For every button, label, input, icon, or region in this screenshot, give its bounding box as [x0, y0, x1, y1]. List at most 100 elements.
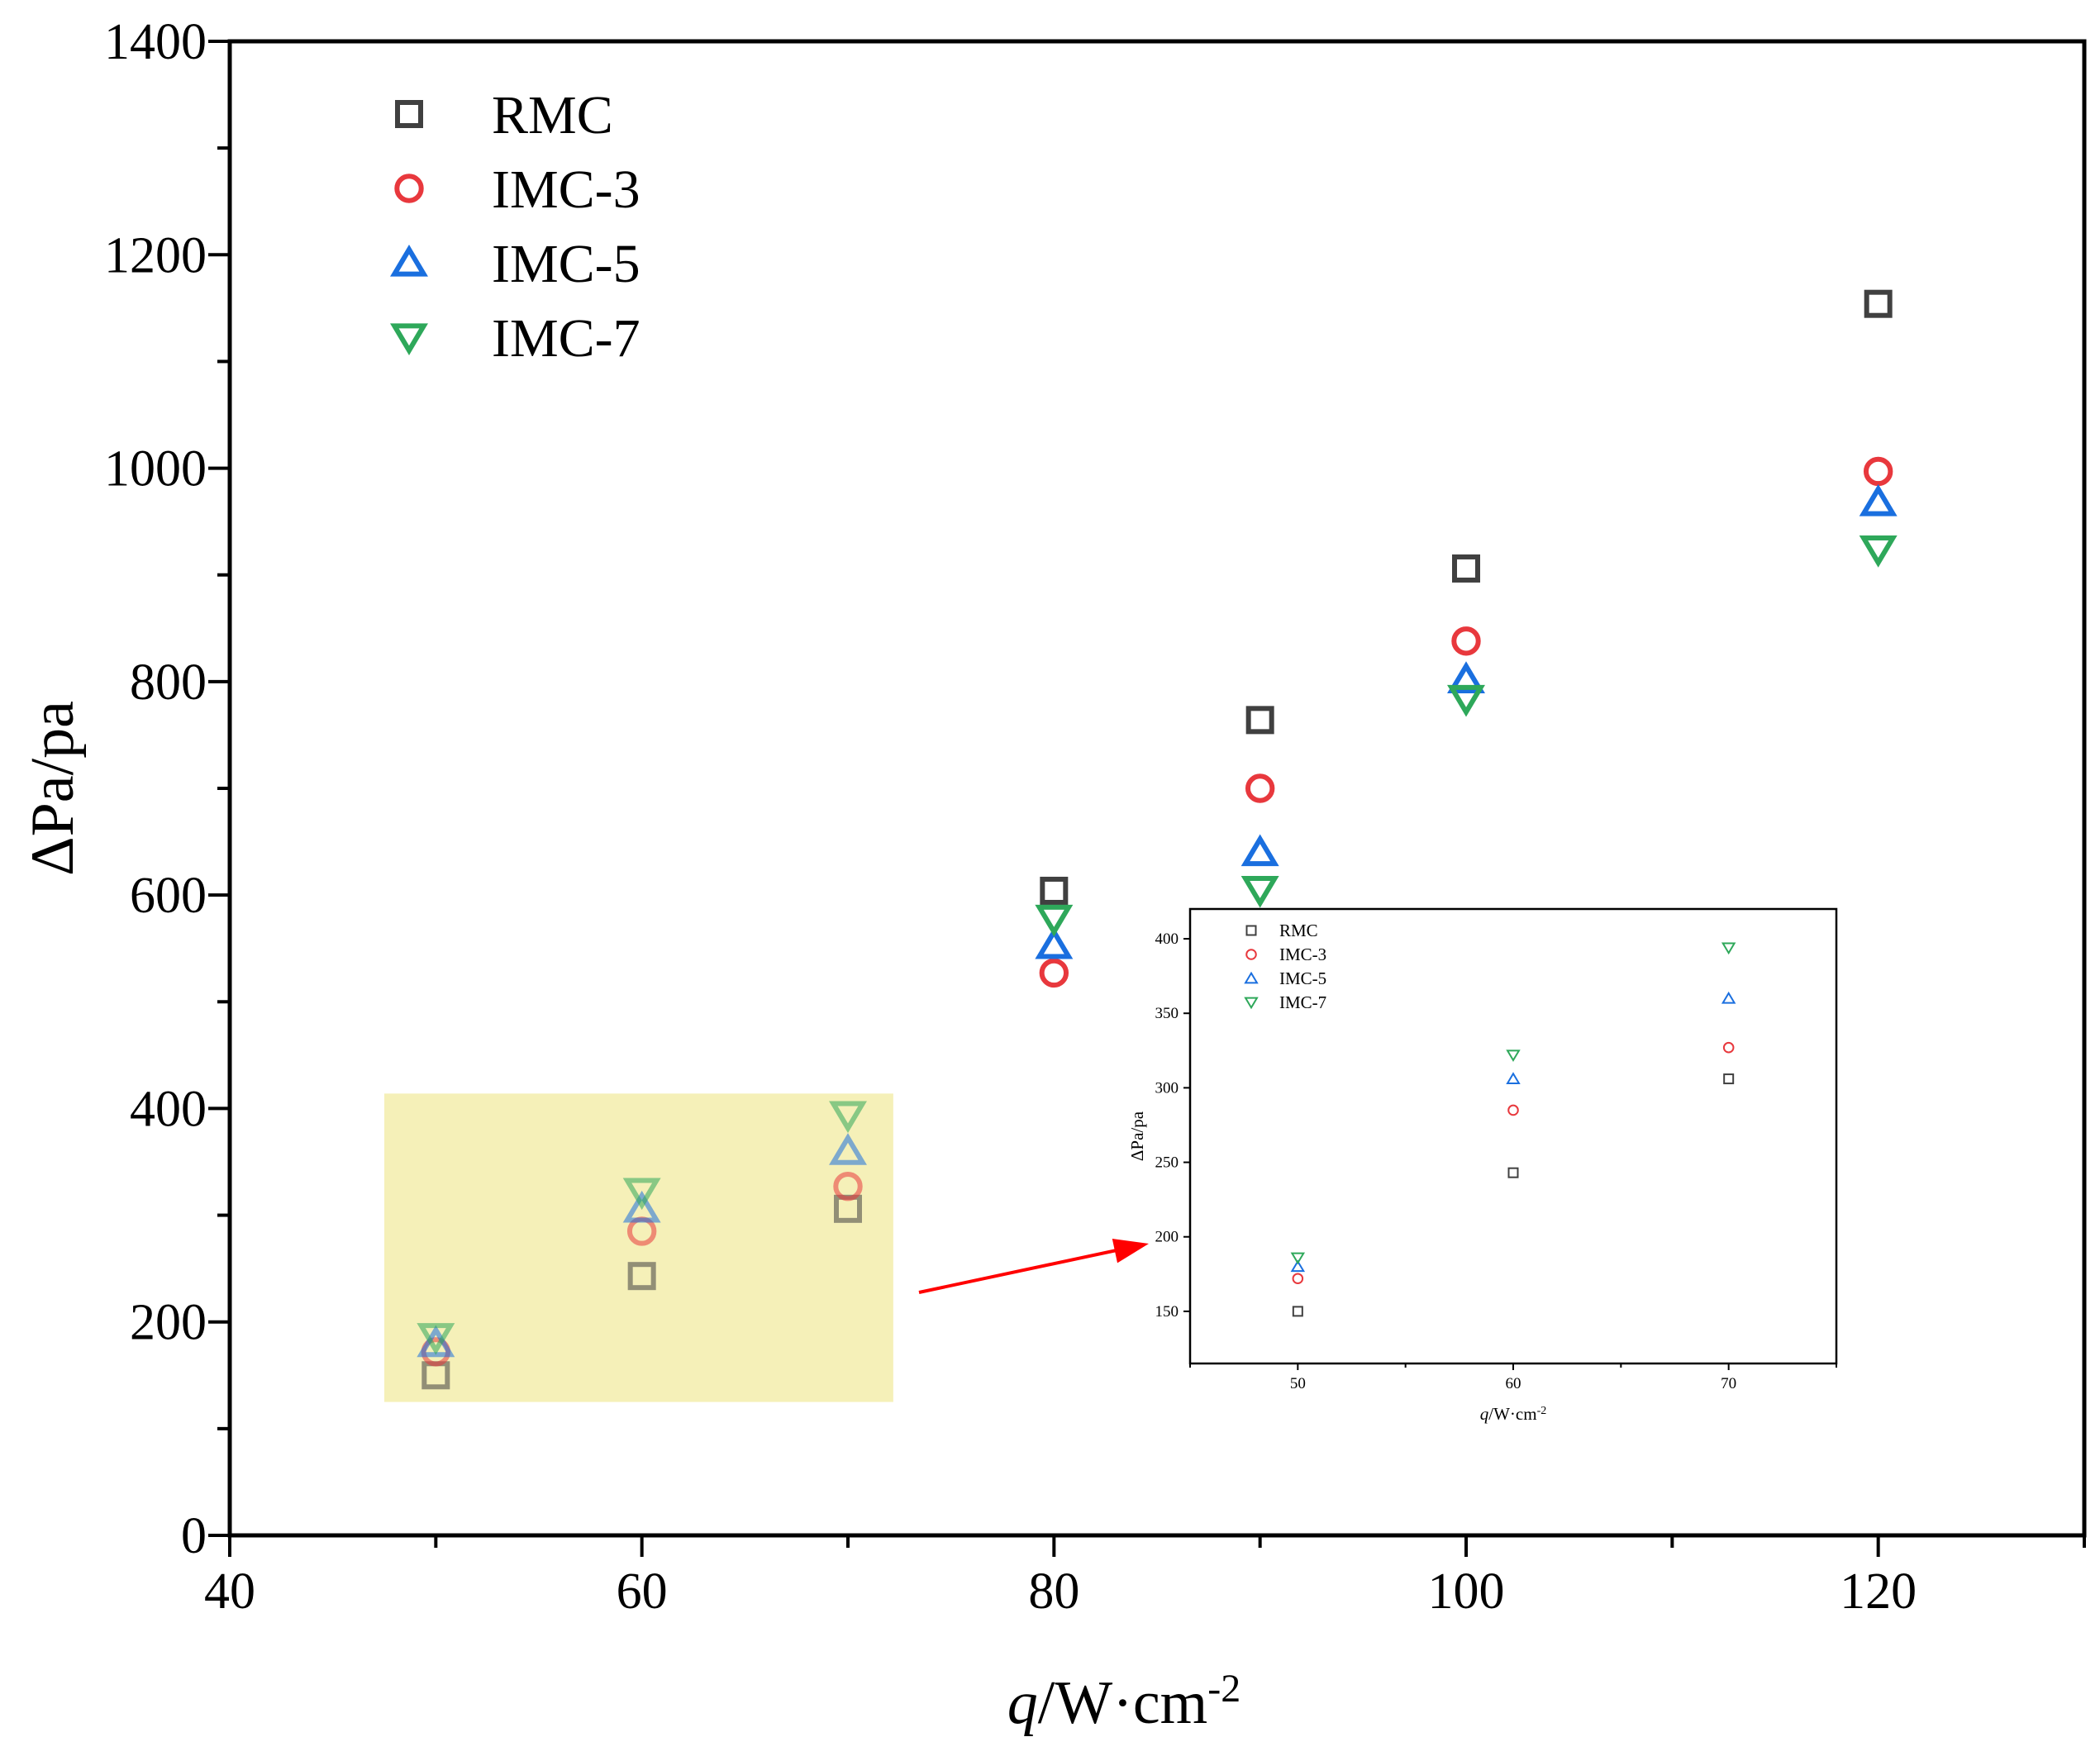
inset-point-imc-3-70 — [1722, 1041, 1735, 1054]
inset-y-tick-label-400: 400 — [1155, 930, 1179, 948]
arrow-shaft — [918, 1245, 1133, 1294]
inset-legend-label-imc-3: IMC-3 — [1279, 945, 1326, 964]
point-rmc-90 — [1245, 706, 1274, 735]
inset-legend-marker-imc-7 — [1244, 997, 1259, 1010]
x-axis-title-symbol: q — [1007, 1669, 1038, 1737]
y-tick-label-1200: 1200 — [104, 227, 207, 283]
point-imc-5-90 — [1240, 834, 1279, 867]
legend-marker-imc-7 — [390, 323, 428, 355]
point-rmc-120 — [1864, 289, 1893, 318]
x-tick-label-40: 40 — [204, 1563, 255, 1620]
inset-legend: RMC IMC-3 IMC-5 IMC-7 — [1244, 921, 1326, 1012]
x-tick-label-80: 80 — [1028, 1563, 1079, 1620]
legend-label-imc-7: IMC-7 — [492, 308, 640, 369]
main-legend: RMC IMC-3 IMC-5 IMC-7 — [390, 85, 640, 369]
y-tick-label-600: 600 — [130, 868, 207, 924]
highlight-box — [384, 1093, 893, 1402]
inset-point-imc-7-70 — [1721, 942, 1736, 955]
inset-y-tick-label-300: 300 — [1155, 1079, 1179, 1097]
inset-x-tick-label-60: 60 — [1506, 1375, 1521, 1392]
inset-point-imc-5-60 — [1506, 1072, 1521, 1084]
inset-y-tick-label-350: 350 — [1155, 1005, 1179, 1022]
inset-y-axis-title: ΔPa/pa — [1127, 1111, 1147, 1161]
inset-point-imc-3-60 — [1507, 1104, 1519, 1116]
inset-legend-marker-rmc — [1245, 925, 1257, 936]
inset-x-tick-label-50: 50 — [1290, 1375, 1306, 1392]
legend-label-imc-5: IMC-5 — [492, 234, 640, 294]
point-rmc-60 — [627, 1262, 656, 1291]
inset-x-axis-title: q/W·cm-2 — [1480, 1404, 1546, 1424]
inset-legend-label-imc-7: IMC-7 — [1279, 992, 1326, 1012]
inset-x-tick-label-70: 70 — [1721, 1375, 1736, 1392]
point-imc-3-80 — [1039, 958, 1069, 988]
point-imc-7-120 — [1859, 535, 1898, 568]
inset-plot-frame — [1188, 907, 1838, 1365]
inset-y-tick-label-150: 150 — [1155, 1303, 1179, 1321]
legend-label-rmc: RMC — [492, 85, 613, 145]
point-imc-3-100 — [1451, 626, 1481, 656]
legend-marker-imc-5 — [390, 245, 428, 277]
x-tick-label-120: 120 — [1840, 1563, 1917, 1620]
x-tick-label-100: 100 — [1428, 1563, 1505, 1620]
point-imc-7-60 — [622, 1178, 661, 1211]
inset-tick-labels: 50 60 70 150 200 250 300 350 400 — [1155, 930, 1737, 1392]
inset-data-points — [1290, 942, 1736, 1317]
inset-background — [1190, 909, 1836, 1363]
point-imc-7-50 — [417, 1323, 455, 1355]
x-axis-title-exponent: -2 — [1207, 1667, 1240, 1711]
point-imc-5-120 — [1859, 483, 1898, 516]
inset-point-imc-3-50 — [1292, 1273, 1304, 1284]
legend-marker-imc-3 — [394, 174, 424, 203]
main-plot-frame — [227, 39, 2087, 1538]
arrow-head — [1112, 1239, 1149, 1263]
point-imc-5-100 — [1447, 661, 1485, 693]
inset-x-axis-title-exponent: -2 — [1537, 1405, 1547, 1417]
y-tick-label-1000: 1000 — [104, 441, 207, 497]
legend-marker-rmc — [395, 100, 423, 128]
y-axis-title: ΔPa/pa — [19, 701, 87, 876]
highlight-region — [384, 1093, 893, 1402]
legend-label-imc-3: IMC-3 — [492, 159, 640, 220]
x-axis-title-unit: /W·cm — [1038, 1669, 1207, 1737]
zoom-arrow — [918, 1239, 1149, 1294]
point-imc-7-100 — [1447, 684, 1485, 717]
point-imc-3-70 — [833, 1172, 863, 1202]
y-tick-label-1400: 1400 — [104, 14, 207, 70]
point-imc-7-80 — [1035, 904, 1074, 937]
inset-point-imc-7-60 — [1506, 1049, 1521, 1063]
y-tick-label-400: 400 — [130, 1081, 207, 1137]
point-imc-7-70 — [829, 1101, 867, 1134]
inset-legend-marker-imc-5 — [1244, 971, 1259, 984]
point-imc-3-120 — [1863, 456, 1893, 487]
inset-y-tick-label-200: 200 — [1155, 1229, 1179, 1246]
x-tick-label-60: 60 — [617, 1563, 668, 1620]
inset-legend-label-rmc: RMC — [1279, 921, 1318, 940]
point-imc-5-80 — [1035, 926, 1074, 959]
point-imc-5-60 — [622, 1190, 661, 1223]
point-imc-3-90 — [1245, 773, 1275, 803]
inset-x-axis-title-symbol: q — [1480, 1404, 1489, 1424]
inset-point-rmc-50 — [1292, 1306, 1303, 1317]
x-axis-title: q/W·cm-2 — [1007, 1667, 1240, 1738]
point-imc-5-70 — [829, 1133, 867, 1165]
inset-point-imc-7-50 — [1290, 1252, 1306, 1265]
inset-legend-marker-imc-3 — [1245, 949, 1257, 960]
inset-x-axis-title-unit: /W·cm — [1488, 1404, 1536, 1424]
main-data-points — [417, 289, 1898, 1390]
inset-axis-ticks — [1183, 938, 1837, 1370]
y-tick-label-800: 800 — [130, 654, 207, 711]
point-imc-7-90 — [1240, 876, 1279, 908]
inset-legend-label-imc-5: IMC-5 — [1279, 968, 1326, 988]
inset-point-imc-5-70 — [1721, 991, 1736, 1004]
y-tick-label-0: 0 — [181, 1508, 207, 1564]
inset-point-rmc-60 — [1507, 1167, 1519, 1178]
inset-y-tick-label-250: 250 — [1155, 1154, 1179, 1172]
point-rmc-100 — [1452, 554, 1480, 583]
point-rmc-80 — [1040, 876, 1069, 905]
inset-point-rmc-70 — [1723, 1073, 1735, 1085]
inset-point-imc-5-50 — [1290, 1259, 1306, 1273]
y-tick-label-200: 200 — [130, 1295, 207, 1351]
